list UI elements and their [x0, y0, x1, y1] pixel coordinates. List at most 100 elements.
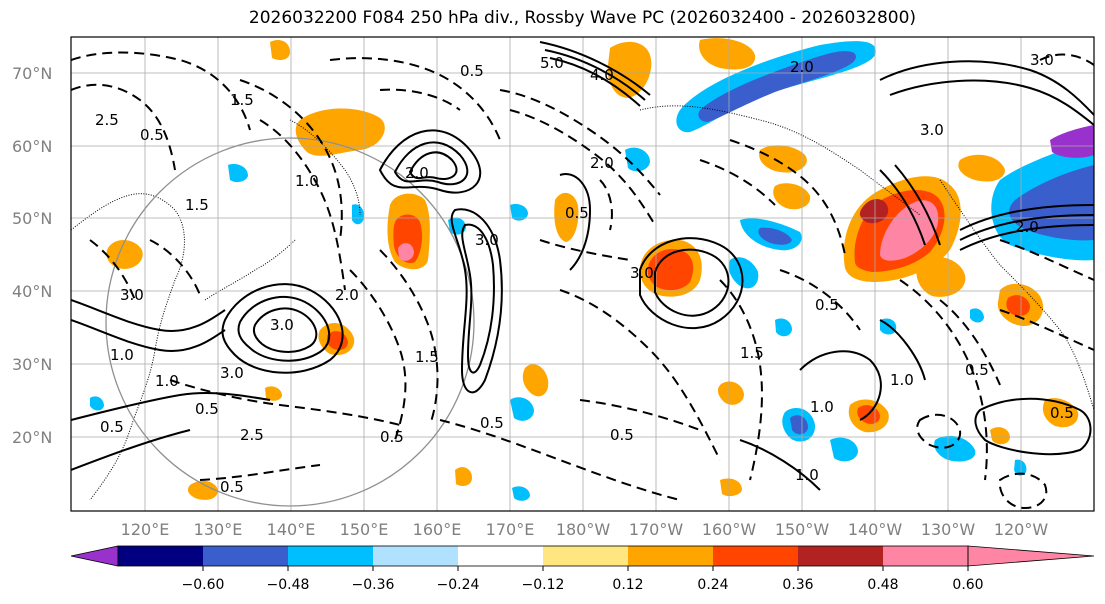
contour-line: [889, 79, 1094, 126]
contour-line: [879, 60, 1094, 116]
contour-line: [974, 397, 1092, 456]
contour-line: [379, 249, 439, 426]
divergence-negative-area: [758, 227, 792, 245]
contour-label: 5.0: [540, 54, 564, 72]
colorbar-tick-label: 0.48: [867, 577, 898, 593]
longitude-label: 160°W: [702, 520, 757, 539]
divergence-positive-area: [398, 243, 414, 261]
divergence-positive-area: [295, 108, 385, 156]
contour-label: 3.0: [475, 231, 499, 249]
contour-label: 2.5: [240, 426, 264, 444]
contour-line: [879, 319, 926, 381]
contour-label: 4.0: [590, 66, 614, 84]
contour-line: [699, 159, 776, 206]
contour-line: [539, 239, 631, 261]
contour-label: 1.0: [295, 172, 319, 190]
contour-label: 0.5: [380, 428, 404, 446]
graticule: [71, 37, 1094, 511]
contour-line: [252, 307, 318, 353]
divergence-positive-area: [958, 154, 1005, 182]
longitude-label: 150°W: [775, 520, 830, 539]
negative-contours: [71, 51, 1094, 510]
colorbar-tick-label: −0.12: [522, 577, 565, 593]
contour-line: [71, 429, 191, 471]
contour-line: [544, 49, 646, 101]
contour-line: [999, 309, 1094, 351]
longitude-label: 130°W: [921, 520, 976, 539]
contour-line: [599, 179, 613, 231]
contour-line: [499, 89, 661, 196]
contour-label: 0.5: [140, 126, 164, 144]
colorbar-segment: [203, 546, 288, 566]
contour-label: 0.5: [1050, 404, 1074, 422]
map-frame: [70, 36, 1095, 512]
divergence-negative-area: [510, 397, 534, 421]
contour-line: [729, 139, 846, 256]
contour-line: [549, 57, 641, 107]
colorbar-tick-label: 0.24: [697, 577, 728, 593]
divergence-negative-area: [1050, 125, 1094, 158]
contour-label: 0.5: [565, 204, 589, 222]
contour-line: [999, 239, 1094, 281]
divergence-negative-area: [228, 164, 248, 183]
contour-labels: 5.0 4.0 2.0 0.5 1.5 2.5 0.5 2.0 3.0 1.5 …: [95, 51, 1074, 496]
contour-line: [379, 88, 461, 111]
contour-line: [779, 269, 861, 331]
contour-label: 2.0: [405, 164, 429, 182]
contour-line: [959, 204, 1094, 231]
longitude-label: 170°W: [629, 520, 684, 539]
contour-label: 1.0: [890, 371, 914, 389]
contour-label: 0.5: [815, 296, 839, 314]
contour-label: 0.5: [460, 62, 484, 80]
latitude-label: 60°N: [12, 137, 52, 156]
divergence-positive-area: [270, 40, 290, 60]
divergence-positive-area: [455, 467, 472, 486]
contour-line: [899, 279, 988, 481]
contour-line: [450, 208, 503, 394]
contour-line: [559, 173, 592, 271]
longitude-label: 120°E: [121, 520, 170, 539]
divergence-positive-area: [759, 145, 807, 173]
contour-line: [221, 283, 344, 374]
divergence-negative-area: [512, 486, 530, 501]
contour-label: 3.0: [1030, 51, 1054, 69]
contour-line: [329, 57, 501, 141]
contour-label: 1.5: [415, 348, 439, 366]
contour-line: [959, 224, 1094, 251]
contour-line: [408, 151, 458, 180]
divergence-positive-area: [916, 256, 966, 297]
contour-line: [1039, 53, 1094, 66]
divergence-negative-area: [728, 257, 759, 289]
latitude-label: 50°N: [12, 209, 52, 228]
map-title: 2026032200 F084 250 hPa div., Rossby Wav…: [248, 8, 917, 28]
contour-label: 2.0: [335, 286, 359, 304]
coastline-north-america: [939, 179, 1094, 411]
colorbar-tick-label: 0.12: [612, 577, 643, 593]
contour-label: 1.0: [810, 398, 834, 416]
contour-line: [71, 319, 226, 352]
longitude-label: 120°W: [994, 520, 1049, 539]
coastline-japan: [204, 239, 296, 301]
latitude-label: 40°N: [12, 282, 52, 301]
contour-label: 0.5: [220, 478, 244, 496]
longitude-label: 140°E: [267, 520, 316, 539]
contour-line: [71, 83, 176, 171]
contour-line: [439, 419, 681, 501]
divergence-negative-area: [934, 435, 976, 462]
latitude-label: 70°N: [12, 64, 52, 83]
longitude-labels: 120°E 130°E 140°E 150°E 160°E 170°E 180°…: [121, 520, 1049, 539]
divergence-positive-area: [880, 200, 939, 261]
divergence-negative-area: [625, 147, 650, 172]
contour-line: [639, 237, 744, 330]
divergence-negative-area: [1009, 165, 1094, 241]
contour-line: [539, 41, 651, 96]
range-circle: [105, 137, 475, 507]
contour-label: 0.5: [610, 426, 634, 444]
contour-label: 1.0: [795, 466, 819, 484]
contour-label: 3.0: [120, 286, 144, 304]
contour-label: 2.0: [790, 58, 814, 76]
contour-line: [169, 379, 401, 426]
contour-label: 2.5: [95, 111, 119, 129]
divergence-positive-area: [522, 364, 549, 397]
